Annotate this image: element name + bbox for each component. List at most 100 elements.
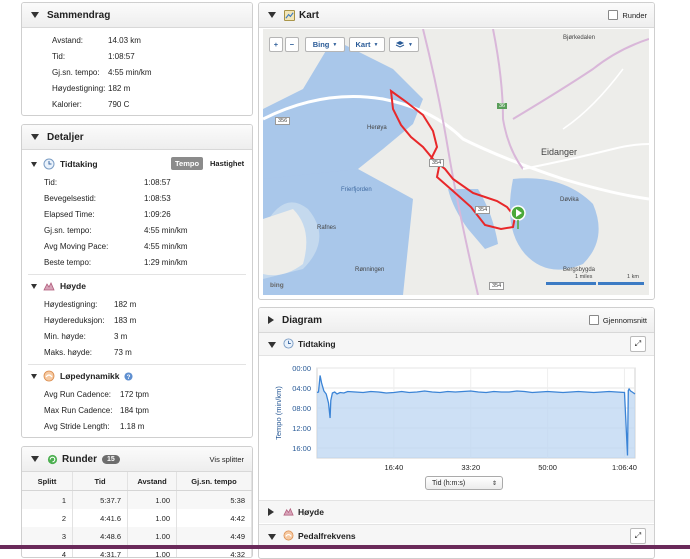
zoom-in-button[interactable]: + — [269, 37, 283, 52]
y-tick-label: 16:00 — [292, 444, 311, 453]
collapse-arrow-icon[interactable] — [268, 12, 276, 18]
land — [263, 209, 307, 276]
cadence-icon — [283, 530, 294, 541]
collapse-arrow-icon[interactable] — [268, 342, 276, 348]
lake-water — [509, 178, 599, 270]
map-canvas[interactable]: Bjørkedalen Herøya Eidanger Døvika Frier… — [263, 29, 649, 295]
collapse-arrow-icon[interactable] — [31, 134, 39, 140]
map-svg[interactable] — [263, 29, 649, 295]
collapse-arrow-icon[interactable] — [31, 373, 37, 379]
collapse-arrow-icon[interactable] — [268, 508, 274, 516]
map-label: Bjørkedalen — [563, 35, 596, 41]
tempo-toggle[interactable]: Tempo — [171, 157, 204, 170]
collapse-arrow-icon[interactable] — [31, 161, 37, 167]
laps-header[interactable]: Runder 15 Vis splitter — [22, 447, 252, 472]
map-type-dropdown[interactable]: Kart ▼ — [349, 37, 385, 52]
pace-chart[interactable]: 00:00 04:00 08:00 12:00 16:00 16:40 33:20 50:00… — [265, 358, 645, 488]
summary-header[interactable]: Sammendrag — [22, 3, 252, 28]
route-path — [389, 88, 517, 231]
zoom-out-button[interactable]: − — [285, 37, 299, 52]
expand-icon[interactable]: ⤢ — [630, 336, 646, 352]
elevation-row: Min. høyde: 3 m — [22, 329, 252, 345]
help-icon[interactable]: ? — [123, 371, 133, 381]
map-header[interactable]: Kart Runder — [259, 3, 654, 28]
table-row[interactable]: 2 4:41.6 1.00 4:42 — [22, 509, 252, 527]
summary-title: Sammendrag — [47, 9, 111, 21]
dynamics-label: Avg Run Cadence: — [44, 390, 112, 399]
elevation-title: Høyde — [60, 281, 86, 291]
diagram-panel: Diagram Gjennomsnitt Tidtaking ⤢ 00:00 04… — [258, 307, 655, 559]
checkbox-box[interactable] — [608, 10, 619, 20]
elevation-chart-header[interactable]: Høyde — [259, 500, 654, 523]
column-header[interactable]: Tid — [72, 472, 128, 491]
road — [562, 68, 624, 130]
summary-label: Tid: — [52, 52, 66, 61]
timing-label: Bevegelsestid: — [44, 194, 97, 203]
scale-label-miles: 1 miles — [575, 274, 593, 280]
column-header[interactable]: Avstand — [127, 472, 177, 491]
average-checkbox-label: Gjennomsnitt — [602, 315, 647, 325]
timing-label: Tid: — [44, 178, 58, 187]
average-checkbox[interactable]: Gjennomsnitt — [588, 315, 647, 325]
pace-line — [316, 375, 636, 456]
lap-number: 3 — [22, 527, 73, 545]
map-label: Eidanger — [541, 147, 578, 157]
layers-dropdown[interactable]: ▼ — [389, 37, 419, 52]
lap-time: 4:48.6 — [72, 527, 128, 545]
bing-logo: bing — [270, 282, 284, 289]
collapse-arrow-icon[interactable] — [268, 316, 274, 324]
checkbox-box[interactable] — [588, 315, 599, 325]
map-provider-dropdown[interactable]: Bing ▼ — [305, 37, 345, 52]
start-marker-icon[interactable] — [510, 205, 526, 229]
dynamics-label: Avg Stride Length: — [44, 422, 110, 431]
pace-area — [317, 375, 635, 458]
collapse-arrow-icon[interactable] — [31, 12, 39, 18]
laps-header-row: Splitt Tid Avstand Gj.sn. tempo — [22, 472, 252, 491]
summary-value: 4:55 min/km — [108, 68, 152, 77]
running-dynamics-icon — [43, 370, 55, 382]
laps-checkbox[interactable]: Runder — [608, 10, 647, 20]
lap-distance: 1.00 — [127, 509, 177, 527]
collapse-arrow-icon[interactable] — [31, 456, 39, 462]
divider — [28, 274, 246, 275]
laps-table: Splitt Tid Avstand Gj.sn. tempo 1 5:37.7 1… — [22, 472, 252, 557]
lap-number: 1 — [22, 490, 73, 509]
details-header[interactable]: Detaljer — [22, 125, 252, 150]
x-axis-selector[interactable]: Tid (h:m:s) ⇕ — [425, 476, 503, 490]
collapse-arrow-icon[interactable] — [268, 534, 276, 540]
dynamics-subheader[interactable]: Løpedynamikk ? — [22, 365, 252, 387]
summary-list: Avstand: 14.03 km Tid: 1:08:57 Gj.sn. temp… — [22, 28, 252, 113]
x-axis-selector-label: Tid (h:m:s) — [432, 479, 466, 487]
timing-row: Avg Moving Pace: 4:55 min/km — [22, 239, 252, 255]
diagram-header[interactable]: Diagram Gjennomsnitt — [259, 308, 654, 333]
collapse-arrow-icon[interactable] — [31, 283, 37, 289]
show-splits-link[interactable]: Vis splitter — [209, 454, 244, 464]
elevation-subheader[interactable]: Høyde — [22, 275, 252, 297]
elevation-label: Maks. høyde: — [44, 348, 93, 357]
scale-bar-miles — [546, 282, 596, 285]
laps-icon — [47, 454, 58, 464]
elevation-row: Maks. høyde: 73 m — [22, 345, 252, 361]
elevation-label: Min. høyde: — [44, 332, 86, 341]
map-provider-label: Bing — [312, 40, 330, 49]
speed-toggle[interactable]: Hastighet — [210, 159, 245, 168]
lap-distance: 1.00 — [127, 490, 177, 509]
fjord-water — [263, 39, 423, 179]
table-row[interactable]: 1 5:37.7 1.00 5:38 — [22, 490, 252, 509]
elevation-label: Høydestigning: — [44, 300, 98, 309]
map-label: Rafnes — [317, 225, 337, 231]
timing-value: 1:29 min/km — [144, 258, 188, 267]
map-label: Bergsbygda — [563, 267, 596, 273]
column-header[interactable]: Splitt — [22, 472, 73, 491]
cadence-chart-header[interactable]: Pedalfrekvens ⤢ — [259, 524, 654, 547]
timing-chart-header[interactable]: Tidtaking ⤢ — [259, 333, 654, 356]
table-row[interactable]: 3 4:48.6 1.00 4:49 — [22, 527, 252, 545]
expand-icon[interactable]: ⤢ — [630, 528, 646, 544]
column-header[interactable]: Gj.sn. tempo — [176, 472, 252, 491]
timing-subheader[interactable]: Tidtaking Tempo Hastighet — [22, 153, 252, 175]
chevron-down-icon: ▼ — [408, 41, 413, 48]
map-label: Døvika — [560, 197, 579, 203]
timing-row: Beste tempo: 1:29 min/km — [22, 255, 252, 271]
summary-value: 182 m — [108, 84, 131, 93]
chevron-down-icon: ▼ — [332, 41, 338, 48]
